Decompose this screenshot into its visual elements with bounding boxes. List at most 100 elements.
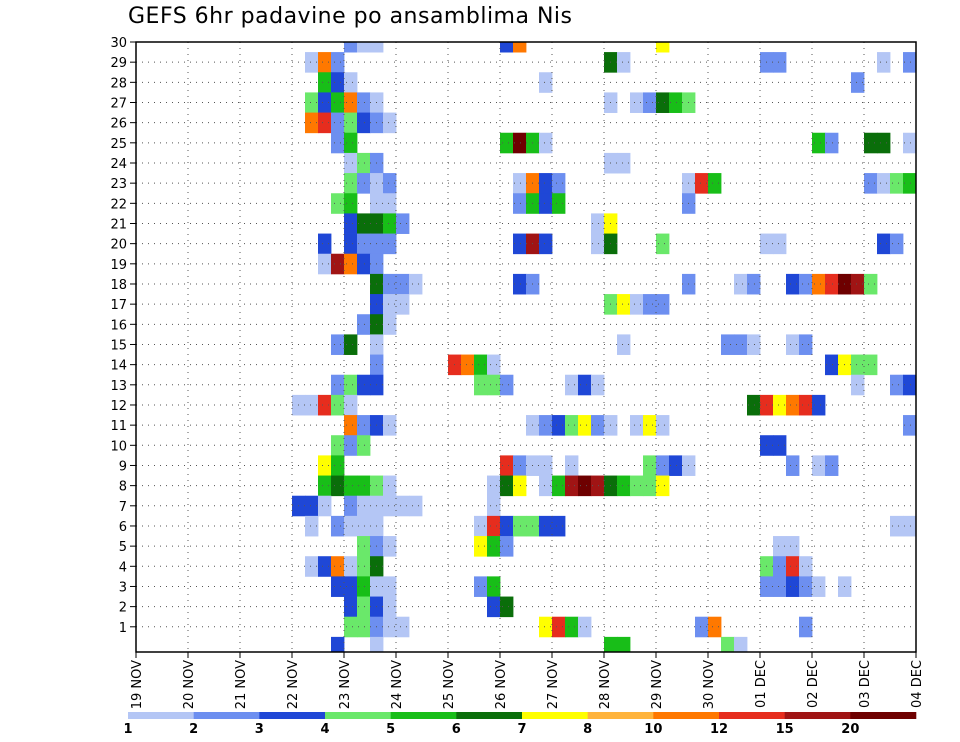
heatmap-cell — [903, 374, 916, 396]
y-tick-label: 18 — [110, 278, 127, 293]
heatmap-cell — [617, 152, 631, 174]
heatmap-cell — [357, 112, 371, 134]
heatmap-cell — [396, 616, 410, 638]
heatmap-cell — [513, 193, 527, 214]
y-tick-label: 20 — [110, 238, 127, 253]
legend-swatch — [587, 712, 654, 719]
heatmap-cell — [513, 42, 527, 53]
heatmap-cell — [357, 495, 371, 517]
heatmap-cell — [903, 132, 916, 154]
heatmap-cell — [799, 273, 813, 295]
heatmap-cell — [890, 233, 904, 255]
heatmap-cell — [617, 294, 631, 315]
heatmap-cell — [799, 576, 813, 597]
legend-label: 1 — [123, 722, 132, 737]
heatmap-cell — [773, 435, 787, 456]
heatmap-cell — [812, 273, 826, 295]
heatmap-cell — [786, 273, 800, 295]
heatmap-cell — [591, 475, 605, 497]
heatmap-cell — [786, 334, 800, 355]
heatmap-cell — [695, 616, 709, 638]
heatmap-cell — [617, 636, 631, 652]
heatmap-cell — [383, 536, 397, 557]
heatmap-cell — [617, 334, 631, 355]
heatmap-cell — [331, 253, 345, 275]
y-tick-label: 15 — [110, 338, 127, 353]
heatmap-cell — [396, 213, 410, 234]
legend: 1 2 3 4 5 6 7 8 10 12 15 20 — [123, 712, 917, 737]
heatmap-cell — [344, 576, 358, 597]
heatmap-cell — [500, 374, 514, 396]
heatmap-cell — [877, 173, 891, 194]
heatmap-cell — [591, 415, 605, 436]
heatmap-cell — [513, 173, 527, 194]
heatmap-cell — [383, 596, 397, 618]
heatmap-cell — [318, 253, 332, 275]
legend-swatch — [522, 712, 588, 719]
heatmap-cell — [331, 636, 345, 652]
heatmap-cell — [721, 636, 735, 652]
heatmap-cell — [630, 294, 644, 315]
heatmap-cell — [474, 515, 488, 537]
y-tick-label: 30 — [110, 36, 127, 51]
heatmap-cell — [552, 475, 566, 497]
heatmap-cell — [708, 616, 722, 638]
heatmap-cell — [331, 475, 345, 497]
heatmap-cell — [357, 213, 371, 234]
heatmap-cell — [383, 213, 397, 234]
heatmap-cell — [851, 374, 865, 396]
legend-swatch — [456, 712, 523, 719]
heatmap-cell — [318, 556, 332, 577]
heatmap-cell — [344, 173, 358, 194]
legend-label: 4 — [320, 722, 329, 737]
x-tick-label: 22 NOV — [286, 660, 301, 709]
y-tick-label: 16 — [110, 318, 127, 333]
heatmap-cell — [344, 92, 358, 113]
y-tick-label: 29 — [110, 56, 127, 71]
heatmap-cell — [487, 536, 501, 557]
heatmap-cell — [552, 415, 566, 436]
y-tick-label: 3 — [119, 580, 127, 595]
heatmap-cell — [643, 92, 657, 113]
heatmap-cell — [604, 636, 618, 652]
heatmap-cell — [825, 273, 839, 295]
heatmap-cell — [578, 374, 592, 396]
y-tick-label: 4 — [119, 560, 127, 575]
heatmap-cell — [617, 52, 631, 73]
legend-label: 10 — [644, 722, 662, 737]
heatmap-cell — [383, 576, 397, 597]
heatmap-cell — [487, 354, 501, 376]
heatmap-cell — [890, 515, 904, 537]
heatmap-cell — [799, 334, 813, 355]
heatmap-cell — [903, 515, 916, 537]
heatmap-cell — [357, 556, 371, 577]
heatmap-cell — [383, 314, 397, 335]
heatmap-cell — [461, 354, 475, 376]
heatmap-cell — [578, 475, 592, 497]
heatmap-cell — [513, 475, 527, 497]
x-tick-label: 30 NOV — [702, 660, 717, 709]
heatmap-cell — [383, 193, 397, 214]
heatmap-cell — [396, 273, 410, 295]
heatmap-cell — [344, 415, 358, 436]
heatmap-cell — [695, 173, 709, 194]
heatmap-cell — [630, 415, 644, 436]
heatmap-cell — [383, 294, 397, 315]
heatmap-cell — [942, 395, 955, 416]
heatmap-cell — [513, 273, 527, 295]
heatmap-cell — [578, 616, 592, 638]
legend-swatch — [325, 712, 391, 719]
heatmap-cell — [487, 596, 501, 618]
x-tick-label: 25 NOV — [442, 660, 457, 709]
heatmap-cell — [474, 536, 488, 557]
heatmap-cell — [305, 495, 319, 517]
heatmap-cell — [357, 576, 371, 597]
heatmap-cell — [474, 576, 488, 597]
heatmap-cell — [357, 42, 371, 53]
legend-label: 7 — [517, 722, 526, 737]
heatmap-cell — [370, 636, 384, 652]
heatmap-cell — [357, 152, 371, 174]
heatmap-cell — [565, 616, 579, 638]
heatmap-cell — [513, 132, 527, 154]
heatmap-cell — [357, 415, 371, 436]
